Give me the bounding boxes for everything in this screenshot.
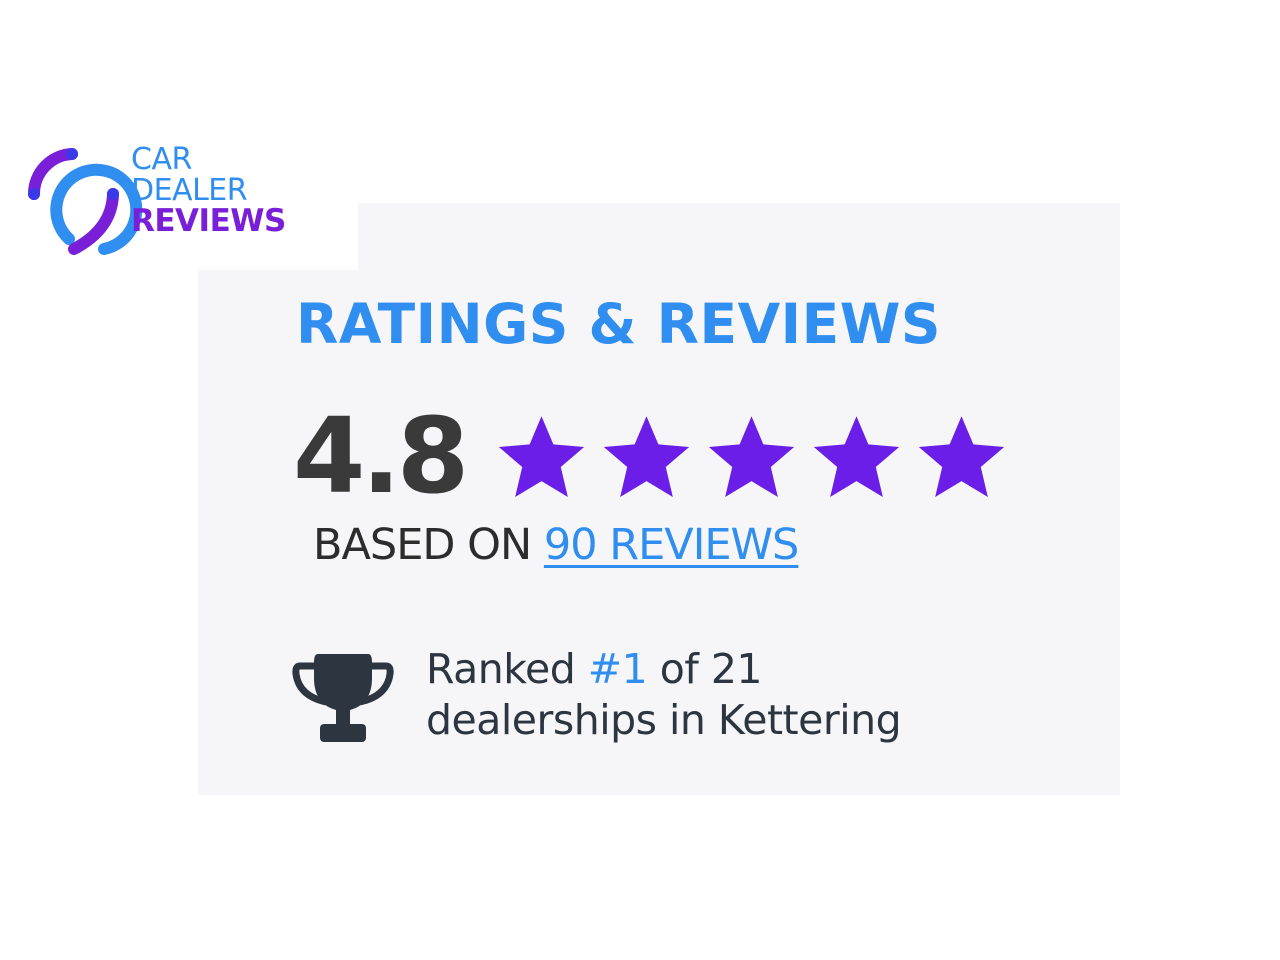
star-icon — [498, 416, 585, 498]
ranking-text: Ranked #1 of 21 dealerships in Kettering — [426, 645, 902, 744]
trophy-icon — [292, 654, 394, 742]
rating-score: 4.8 — [293, 395, 469, 517]
star-icon — [918, 416, 1005, 498]
logo-wordmark: CAR DEALER REVIEWS — [131, 142, 286, 239]
car-dealer-reviews-logo-icon — [27, 148, 143, 255]
star-rating — [497, 414, 1006, 500]
star-icon — [708, 416, 795, 498]
reviews-link[interactable]: 90 REVIEWS — [543, 520, 800, 570]
star-icon — [813, 416, 900, 498]
star-icon — [603, 416, 690, 498]
ratings-heading: RATINGS & REVIEWS — [296, 292, 941, 356]
based-on-text: BASED ON 90 REVIEWS — [313, 520, 800, 570]
